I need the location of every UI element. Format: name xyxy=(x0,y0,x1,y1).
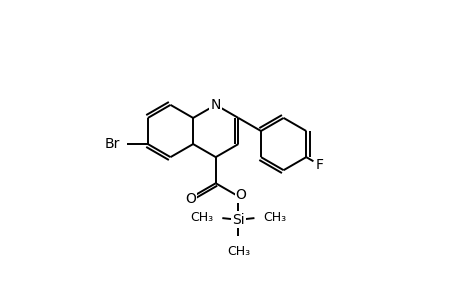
Text: CH₃: CH₃ xyxy=(190,211,213,224)
Text: N: N xyxy=(210,98,220,112)
Text: Br: Br xyxy=(104,137,120,151)
Text: CH₃: CH₃ xyxy=(226,245,249,258)
Text: F: F xyxy=(315,158,323,172)
Text: Si: Si xyxy=(231,213,244,227)
Text: CH₃: CH₃ xyxy=(263,211,285,224)
Text: O: O xyxy=(235,188,246,203)
Text: O: O xyxy=(185,192,196,206)
